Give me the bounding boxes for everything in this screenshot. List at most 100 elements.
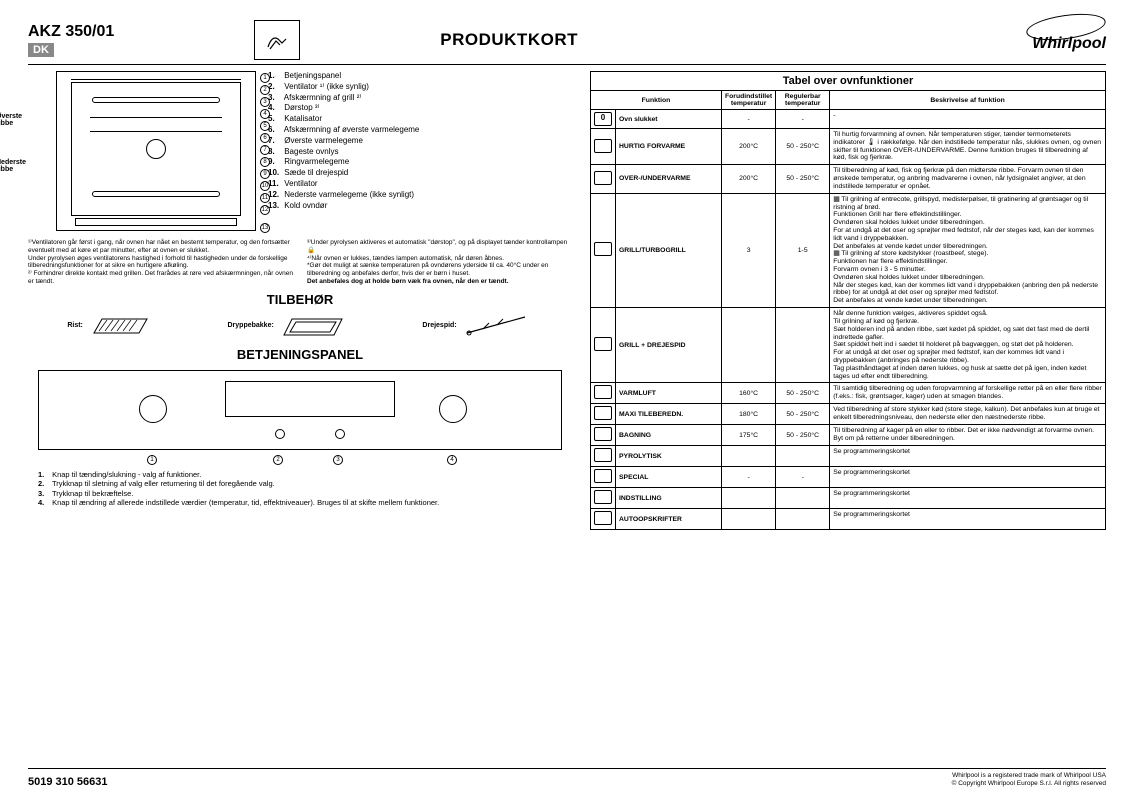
panel-title: BETJENINGSPANEL xyxy=(28,347,572,362)
preset-temp xyxy=(722,488,776,509)
function-table: Tabel over ovnfunktioner Funktion Forudi… xyxy=(590,71,1106,530)
preset-temp: 3 xyxy=(722,193,776,307)
callout-number: 9 xyxy=(260,169,270,179)
preset-temp: 175°C xyxy=(722,425,776,446)
top-rib-label: Øverste ribbe xyxy=(0,113,28,127)
parts-list-item: 12. Nederste varmelegeme (ikke synligt) xyxy=(268,190,419,201)
function-icon xyxy=(594,406,612,420)
page-header: AKZ 350/01 DK PRODUKTKORT Whirlpool xyxy=(28,20,1106,65)
preset-temp: - xyxy=(722,110,776,129)
callout-2: 2 xyxy=(273,455,283,465)
button-icon xyxy=(275,429,285,439)
table-row: INDSTILLINGSe programmeringskortet xyxy=(591,488,1106,509)
func-icon-cell xyxy=(591,383,616,404)
col-desc: Beskrivelse af funktion xyxy=(830,91,1106,110)
rack-label: Rist: xyxy=(67,322,83,329)
page-footer: 5019 310 56631 Whirlpool is a registered… xyxy=(28,768,1106,788)
country-badge: DK xyxy=(28,43,54,57)
func-name: HURTIG FORVARME xyxy=(616,129,722,165)
func-desc: - xyxy=(830,110,1106,129)
accessories-title: TILBEHØR xyxy=(28,292,572,307)
bottom-rib-label: Nederste ribbe xyxy=(0,159,28,173)
parts-list-item: 9. Ringvarmelegeme xyxy=(268,157,419,168)
table-row: BAGNING175°C50 - 250°CTil tilberedning a… xyxy=(591,425,1106,446)
function-icon xyxy=(594,139,612,153)
footnote-left: ¹⁾Ventilatoren går først i gang, når ovn… xyxy=(28,239,293,286)
range-temp xyxy=(776,509,830,530)
table-row: SPECIAL--Se programmeringskortet xyxy=(591,467,1106,488)
func-name: BAGNING xyxy=(616,425,722,446)
bottom-element-icon xyxy=(92,191,220,197)
func-icon-cell xyxy=(591,193,616,307)
accessory-spit: Drejespid: xyxy=(422,311,532,341)
callout-number: 4 xyxy=(260,109,270,119)
func-icon-cell xyxy=(591,425,616,446)
func-desc: Se programmeringskortet xyxy=(830,467,1106,488)
callout-number: 6 xyxy=(260,133,270,143)
knob-icon xyxy=(439,395,467,423)
function-icon xyxy=(594,511,612,525)
parts-list-item: 1. Betjeningspanel xyxy=(268,71,419,82)
panel-legend-item: 2. Trykknap til sletning af valg eller r… xyxy=(38,479,562,488)
legal-text: Whirlpool is a registered trade mark of … xyxy=(952,772,1106,788)
parts-list-item: 6. Afskærmning af øverste varmelegeme xyxy=(268,125,419,136)
range-temp: 50 - 250°C xyxy=(776,129,830,165)
table-row: HURTIG FORVARME200°C50 - 250°CTil hurtig… xyxy=(591,129,1106,165)
panel-legend-item: 4. Knap til ændring af allerede indstill… xyxy=(38,498,562,507)
range-temp xyxy=(776,446,830,467)
func-icon-cell xyxy=(591,467,616,488)
table-row: VARMLUFT160°C50 - 250°CTil samtidig tilb… xyxy=(591,383,1106,404)
func-icon-cell xyxy=(591,129,616,165)
range-temp xyxy=(776,488,830,509)
control-panel-diagram: 1 2 3 4 xyxy=(38,370,562,450)
page-body: Øverste ribbe Nederste ribbe 12345678910… xyxy=(28,71,1106,762)
col-preset: Forudindstillet temperatur xyxy=(722,91,776,110)
callout-number: 8 xyxy=(260,157,270,167)
top-element-icon xyxy=(92,97,220,103)
right-column: Tabel over ovnfunktioner Funktion Forudi… xyxy=(590,71,1106,762)
callout-number: 10 xyxy=(260,181,270,191)
preset-temp: 200°C xyxy=(722,129,776,165)
table-row: AUTOOPSKRIFTERSe programmeringskortet xyxy=(591,509,1106,530)
function-icon xyxy=(594,427,612,441)
func-icon-cell xyxy=(591,488,616,509)
func-name: GRILL + DREJESPID xyxy=(616,308,722,383)
panel-legend-item: 1. Knap til tænding/slukning - valg af f… xyxy=(38,470,562,479)
accessory-rack: Rist: xyxy=(67,311,149,341)
callout-3: 3 xyxy=(333,455,343,465)
oven-section: Øverste ribbe Nederste ribbe 12345678910… xyxy=(28,71,572,231)
range-temp: - xyxy=(776,467,830,488)
range-temp: 50 - 250°C xyxy=(776,383,830,404)
table-row: GRILL + DREJESPIDNår denne funktion vælg… xyxy=(591,308,1106,383)
func-name: Ovn slukket xyxy=(616,110,722,129)
table-row: PYROLYTISKSe programmeringskortet xyxy=(591,446,1106,467)
function-icon xyxy=(594,337,612,351)
left-column: Øverste ribbe Nederste ribbe 12345678910… xyxy=(28,71,572,762)
col-range: Regulerbar temperatur xyxy=(776,91,830,110)
range-temp: - xyxy=(776,110,830,129)
function-icon xyxy=(594,242,612,256)
parts-list-item: 10. Sæde til drejespid xyxy=(268,168,419,179)
parts-list-item: 4. Dørstop ³⁾ xyxy=(268,103,419,114)
fan-icon xyxy=(146,139,166,159)
parts-list-item: 8. Bageste ovnlys xyxy=(268,147,419,158)
no-touch-icon xyxy=(254,20,300,60)
table-row: MAXI TILEBEREDN.180°C50 - 250°CVed tilbe… xyxy=(591,404,1106,425)
rib-line xyxy=(90,131,222,132)
spit-label: Drejespid: xyxy=(422,322,456,329)
range-temp: 50 - 250°C xyxy=(776,165,830,193)
oven-diagram: Øverste ribbe Nederste ribbe 12345678910… xyxy=(28,71,258,231)
oven-door-handle xyxy=(75,218,237,226)
func-desc: Til hurtig forvarmning af ovnen. Når tem… xyxy=(830,129,1106,165)
preset-temp xyxy=(722,509,776,530)
col-func: Funktion xyxy=(591,91,722,110)
callout-number: 3 xyxy=(260,97,270,107)
callout-number: 11 xyxy=(260,193,270,203)
func-name: GRILL/TURBOGRILL xyxy=(616,193,722,307)
preset-temp: 160°C xyxy=(722,383,776,404)
range-temp xyxy=(776,308,830,383)
table-row: GRILL/TURBOGRILL31-5▦ Til grilning af en… xyxy=(591,193,1106,307)
table-row: OVER-/UNDERVARME200°C50 - 250°CTil tilbe… xyxy=(591,165,1106,193)
callout-number: 12 xyxy=(260,205,270,215)
parts-list-item: 2. Ventilator ¹⁾ (ikke synlig) xyxy=(268,82,419,93)
